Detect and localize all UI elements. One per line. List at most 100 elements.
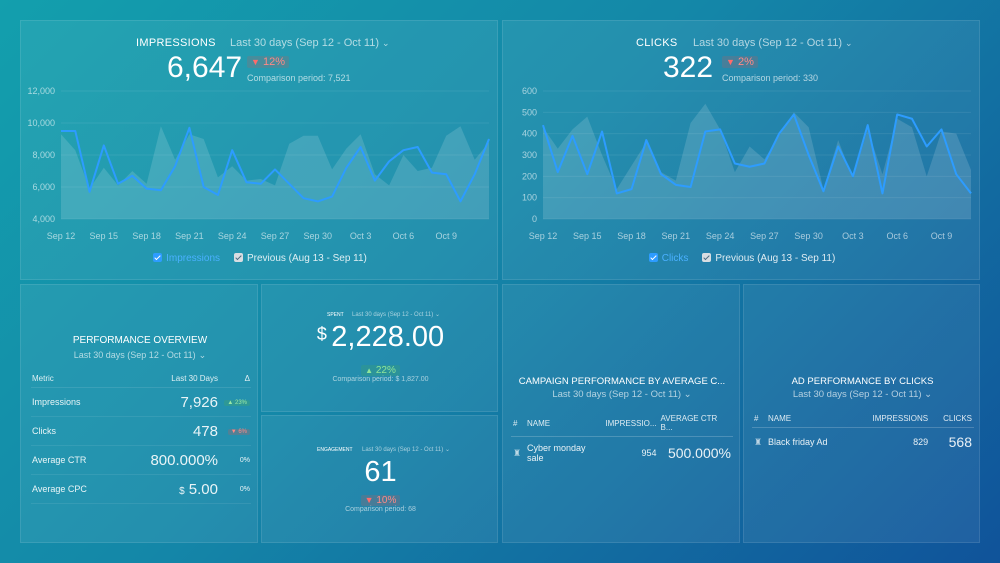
metric-value: 7,926 <box>123 387 219 417</box>
col-clicks: CLICKS <box>930 410 974 428</box>
legend-clicks-label: Clicks <box>661 253 689 264</box>
ads-range-label: Last 30 days (Sep 12 - Oct 11) <box>792 389 922 400</box>
performance-range-label: Last 30 days (Sep 12 - Oct 11) <box>73 350 196 360</box>
ads-date-dropdown[interactable]: Last 30 days (Sep 12 - Oct 11) ⌄ <box>744 389 981 400</box>
previous-series-area <box>543 103 971 219</box>
y-tick-label: 10,000 <box>27 118 55 128</box>
legend-clicks[interactable]: Clicks <box>648 253 689 264</box>
campaign-range-label: Last 30 days (Sep 12 - Oct 11) <box>552 389 682 400</box>
table-row[interactable]: ♜ Cyber monday sale 954 500.000% <box>511 437 733 470</box>
engagement-change-row: ▼ 10% <box>262 490 499 508</box>
table-header: # NAME IMPRESSIO... AVERAGE CTR B... <box>511 410 733 437</box>
impressions-range-label: Last 30 days (Sep 12 - Oct 11) <box>230 37 379 49</box>
legend-previous-label: Previous (Aug 13 - Sep 11) <box>247 253 367 264</box>
x-tick-label: Sep 15 <box>90 231 119 241</box>
campaign-name: Cyber monday sale <box>527 443 586 463</box>
engagement-title: ENGAGEMENT <box>317 447 353 453</box>
clicks-comparison: Comparison period: 330 <box>722 73 819 83</box>
table-row: Clicks 478 ▼ 6% <box>31 416 251 446</box>
previous-series-area <box>61 126 489 219</box>
legend-previous[interactable]: Previous (Aug 13 - Sep 11) <box>702 253 835 264</box>
col-last-30-days: Last 30 Days <box>123 373 219 388</box>
ads-table: # NAME IMPRESSIONS CLICKS ♜ Black friday… <box>752 410 974 456</box>
metric-value: 800.000% <box>123 445 219 475</box>
clicks-legend: Clicks Previous (Aug 13 - Sep 11) <box>503 253 981 264</box>
engagement-change: 10% <box>376 495 397 506</box>
campaign-date-dropdown[interactable]: Last 30 days (Sep 12 - Oct 11) ⌄ <box>503 389 741 400</box>
y-tick-label: 12,000 <box>27 86 55 96</box>
trophy-icon: ♜ <box>754 436 763 447</box>
metric-delta-cell: ▼ 6% <box>219 416 251 446</box>
metric-delta: 0% <box>219 474 251 504</box>
y-tick-label: 400 <box>522 129 537 139</box>
checkbox-icon <box>648 253 658 262</box>
down-arrow-icon: ▼ <box>726 57 735 67</box>
performance-title: PERFORMANCE OVERVIEW <box>72 335 208 346</box>
col-impressions: IMPRESSIONS <box>850 410 931 428</box>
impressions-legend: Impressions Previous (Aug 13 - Sep 11) <box>21 253 499 264</box>
metric-name: Average CPC <box>31 474 123 504</box>
performance-date-dropdown[interactable]: Last 30 days (Sep 12 - Oct 11) ⌄ <box>21 349 259 361</box>
spent-value-row: $ 2,228.00 <box>262 321 499 354</box>
y-tick-label: 300 <box>522 150 537 160</box>
x-tick-label: Oct 6 <box>393 231 415 241</box>
impressions-change-badge: ▼ 12% <box>247 56 290 68</box>
spent-range-label: Last 30 days (Sep 12 - Oct 11) <box>352 312 434 318</box>
col-delta: Δ <box>219 373 251 388</box>
x-tick-label: Sep 30 <box>794 231 823 241</box>
chevron-down-icon: ⌄ <box>381 38 390 48</box>
metric-name: Clicks <box>31 416 123 446</box>
y-tick-label: 6,000 <box>32 182 55 192</box>
x-tick-label: Sep 27 <box>261 231 290 241</box>
x-tick-label: Oct 3 <box>842 231 864 241</box>
y-tick-label: 100 <box>522 193 537 203</box>
legend-impressions-label: Impressions <box>166 253 220 264</box>
currency-symbol: $ <box>179 485 185 497</box>
spent-date-dropdown[interactable]: Last 30 days (Sep 12 - Oct 11) ⌄ <box>352 311 440 318</box>
col-name: NAME <box>525 410 604 437</box>
clicks-value: 322 <box>663 51 714 84</box>
current-series-line <box>61 126 490 203</box>
table-row: Average CTR 800.000% 0% <box>31 445 251 475</box>
chevron-down-icon: ⌄ <box>924 389 933 400</box>
chevron-down-icon: ⌄ <box>198 350 207 360</box>
legend-impressions[interactable]: Impressions <box>153 253 220 264</box>
clicks-change: 2% <box>737 56 754 68</box>
engagement-date-dropdown[interactable]: Last 30 days (Sep 12 - Oct 11) ⌄ <box>362 446 450 453</box>
x-tick-label: Sep 21 <box>662 231 691 241</box>
col-rank: # <box>511 410 525 437</box>
legend-previous-label: Previous (Aug 13 - Sep 11) <box>715 253 836 264</box>
spent-change-row: ▲ 22% <box>262 360 499 378</box>
impressions-date-dropdown[interactable]: Last 30 days (Sep 12 - Oct 11) ⌄ <box>230 37 390 49</box>
spent-change-badge: ▲ 22% <box>361 365 400 376</box>
clicks-date-dropdown[interactable]: Last 30 days (Sep 12 - Oct 11) ⌄ <box>693 37 853 49</box>
metric-name: Impressions <box>31 387 123 417</box>
ad-impressions: 829 <box>913 437 929 447</box>
clicks-range-label: Last 30 days (Sep 12 - Oct 11) <box>693 37 842 49</box>
y-tick-label: 600 <box>522 86 537 96</box>
metric-value: 478 <box>123 416 219 446</box>
clicks-panel: CLICKS Last 30 days (Sep 12 - Oct 11) ⌄ 3… <box>502 20 980 280</box>
metric-name: Average CTR <box>31 445 123 475</box>
ad-performance-panel: AD PERFORMANCE BY CLICKS Last 30 days (S… <box>743 284 980 543</box>
table-row[interactable]: ♜ Black friday Ad 829 568 <box>752 428 974 457</box>
clicks-chart: 600 500 400 300 200 100 0 Sep 12 Sep 15 Sep 18 Sep… <box>522 86 972 241</box>
legend-previous[interactable]: Previous (Aug 13 - Sep 11) <box>234 253 367 264</box>
table-header: # NAME IMPRESSIONS CLICKS <box>752 410 974 428</box>
spent-value: 2,228.00 <box>331 321 445 353</box>
impressions-comparison: Comparison period: 7,521 <box>247 73 351 83</box>
x-tick-label: Sep 15 <box>573 231 602 241</box>
x-tick-label: Sep 27 <box>750 231 779 241</box>
x-tick-label: Oct 6 <box>886 231 908 241</box>
campaign-ctr: 500.000% <box>667 445 731 461</box>
chevron-down-icon: ⌄ <box>683 389 692 400</box>
checkbox-icon <box>234 253 243 262</box>
spent-panel: SPENT Last 30 days (Sep 12 - Oct 11) ⌄ $… <box>261 284 498 412</box>
x-tick-label: Oct 3 <box>350 231 372 241</box>
col-rank: # <box>752 410 766 428</box>
y-tick-label: 200 <box>522 171 537 181</box>
down-arrow-icon: ▼ <box>364 495 374 505</box>
metric-value: 5.00 <box>188 480 218 498</box>
chevron-down-icon: ⌄ <box>444 447 450 453</box>
impressions-panel: IMPRESSIONS Last 30 days (Sep 12 - Oct 1… <box>20 20 498 280</box>
